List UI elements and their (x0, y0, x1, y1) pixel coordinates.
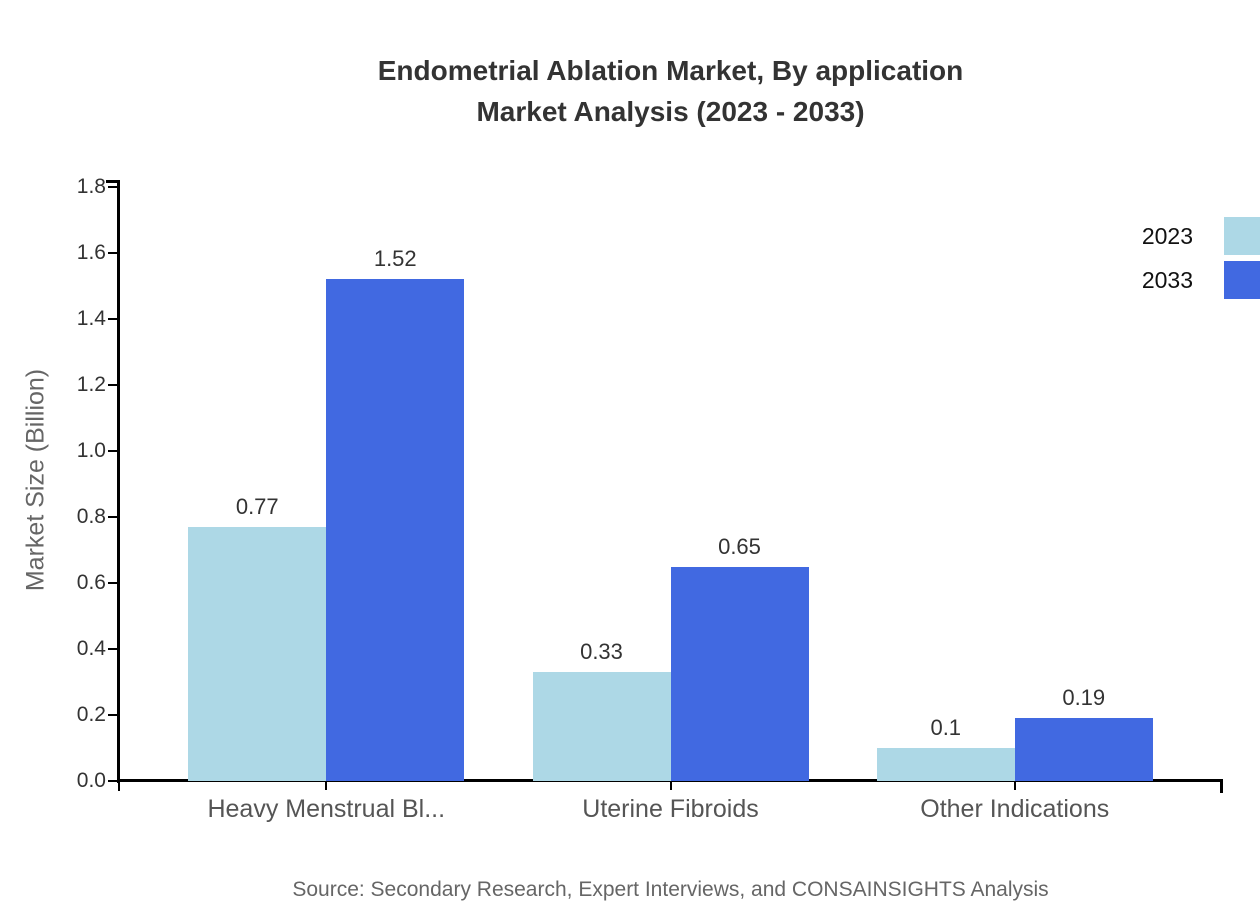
x-tick-mark (669, 781, 672, 790)
chart-title-line1: Endometrial Ablation Market, By applicat… (377, 55, 964, 86)
legend-item-2033: 2033 (1142, 261, 1260, 299)
y-tick-label: 1.4 (76, 307, 106, 330)
y-axis-title: Market Size (Billion) (21, 368, 50, 592)
y-tick-mark (108, 648, 118, 650)
y-axis-top-cap (106, 180, 118, 183)
y-tick-mark (108, 582, 118, 584)
y-tick-mark (108, 714, 118, 716)
category-label: Uterine Fibroids (582, 795, 759, 823)
y-tick-mark (108, 252, 118, 254)
bar-2033-1[interactable] (326, 279, 465, 781)
bar-2033-3[interactable] (1014, 718, 1153, 781)
x-tick-mark (325, 781, 328, 790)
bar-2033-2[interactable] (670, 566, 809, 781)
legend-swatch-2023 (1224, 217, 1260, 255)
y-axis-line (117, 180, 120, 783)
category-label: Other Indications (920, 795, 1110, 823)
legend-label: 2033 (1141, 266, 1193, 293)
bar-value-label: 0.33 (580, 639, 623, 665)
x-axis-end-cap (1220, 781, 1223, 793)
y-tick-mark (108, 186, 118, 188)
x-tick-mark (1013, 781, 1016, 790)
y-tick-label: 1.6 (76, 241, 106, 264)
y-tick-label: 1.0 (76, 439, 106, 462)
y-tick-label: 0.2 (76, 703, 106, 726)
chart-title: Endometrial Ablation Market, By applicat… (120, 50, 1221, 132)
legend: 2023 2033 (1142, 217, 1260, 299)
y-tick-label: 1.8 (76, 175, 106, 198)
bar-2023-3[interactable] (876, 748, 1015, 781)
bar-value-label: 0.77 (235, 493, 279, 519)
bar-2023-1[interactable] (188, 526, 327, 781)
y-tick-mark (108, 780, 118, 782)
category-label: Heavy Menstrual Bl... (207, 795, 446, 823)
y-tick-label: 1.2 (76, 373, 106, 396)
y-tick-label: 0.4 (76, 637, 106, 660)
y-tick-mark (108, 318, 118, 320)
bar-value-label: 0.19 (1062, 685, 1106, 711)
y-tick-label: 0.8 (76, 505, 106, 528)
y-tick-label: 0.6 (76, 571, 106, 594)
source-note: Source: Secondary Research, Expert Inter… (292, 878, 1049, 901)
y-tick-label: 0.0 (76, 769, 106, 792)
bar-value-label: 0.1 (930, 715, 962, 740)
bar-2023-2[interactable] (532, 672, 671, 781)
bar-value-label: 1.52 (373, 246, 417, 272)
legend-item-2023: 2023 (1142, 217, 1260, 255)
y-tick-mark (108, 516, 118, 518)
x-axis-origin-tick (118, 781, 120, 791)
bar-value-label: 0.65 (718, 533, 761, 559)
legend-label: 2023 (1141, 222, 1193, 249)
y-tick-mark (108, 384, 118, 386)
y-tick-mark (108, 450, 118, 452)
legend-swatch-2033 (1224, 261, 1260, 299)
chart-title-line2: Market Analysis (2023 - 2033) (476, 96, 865, 127)
